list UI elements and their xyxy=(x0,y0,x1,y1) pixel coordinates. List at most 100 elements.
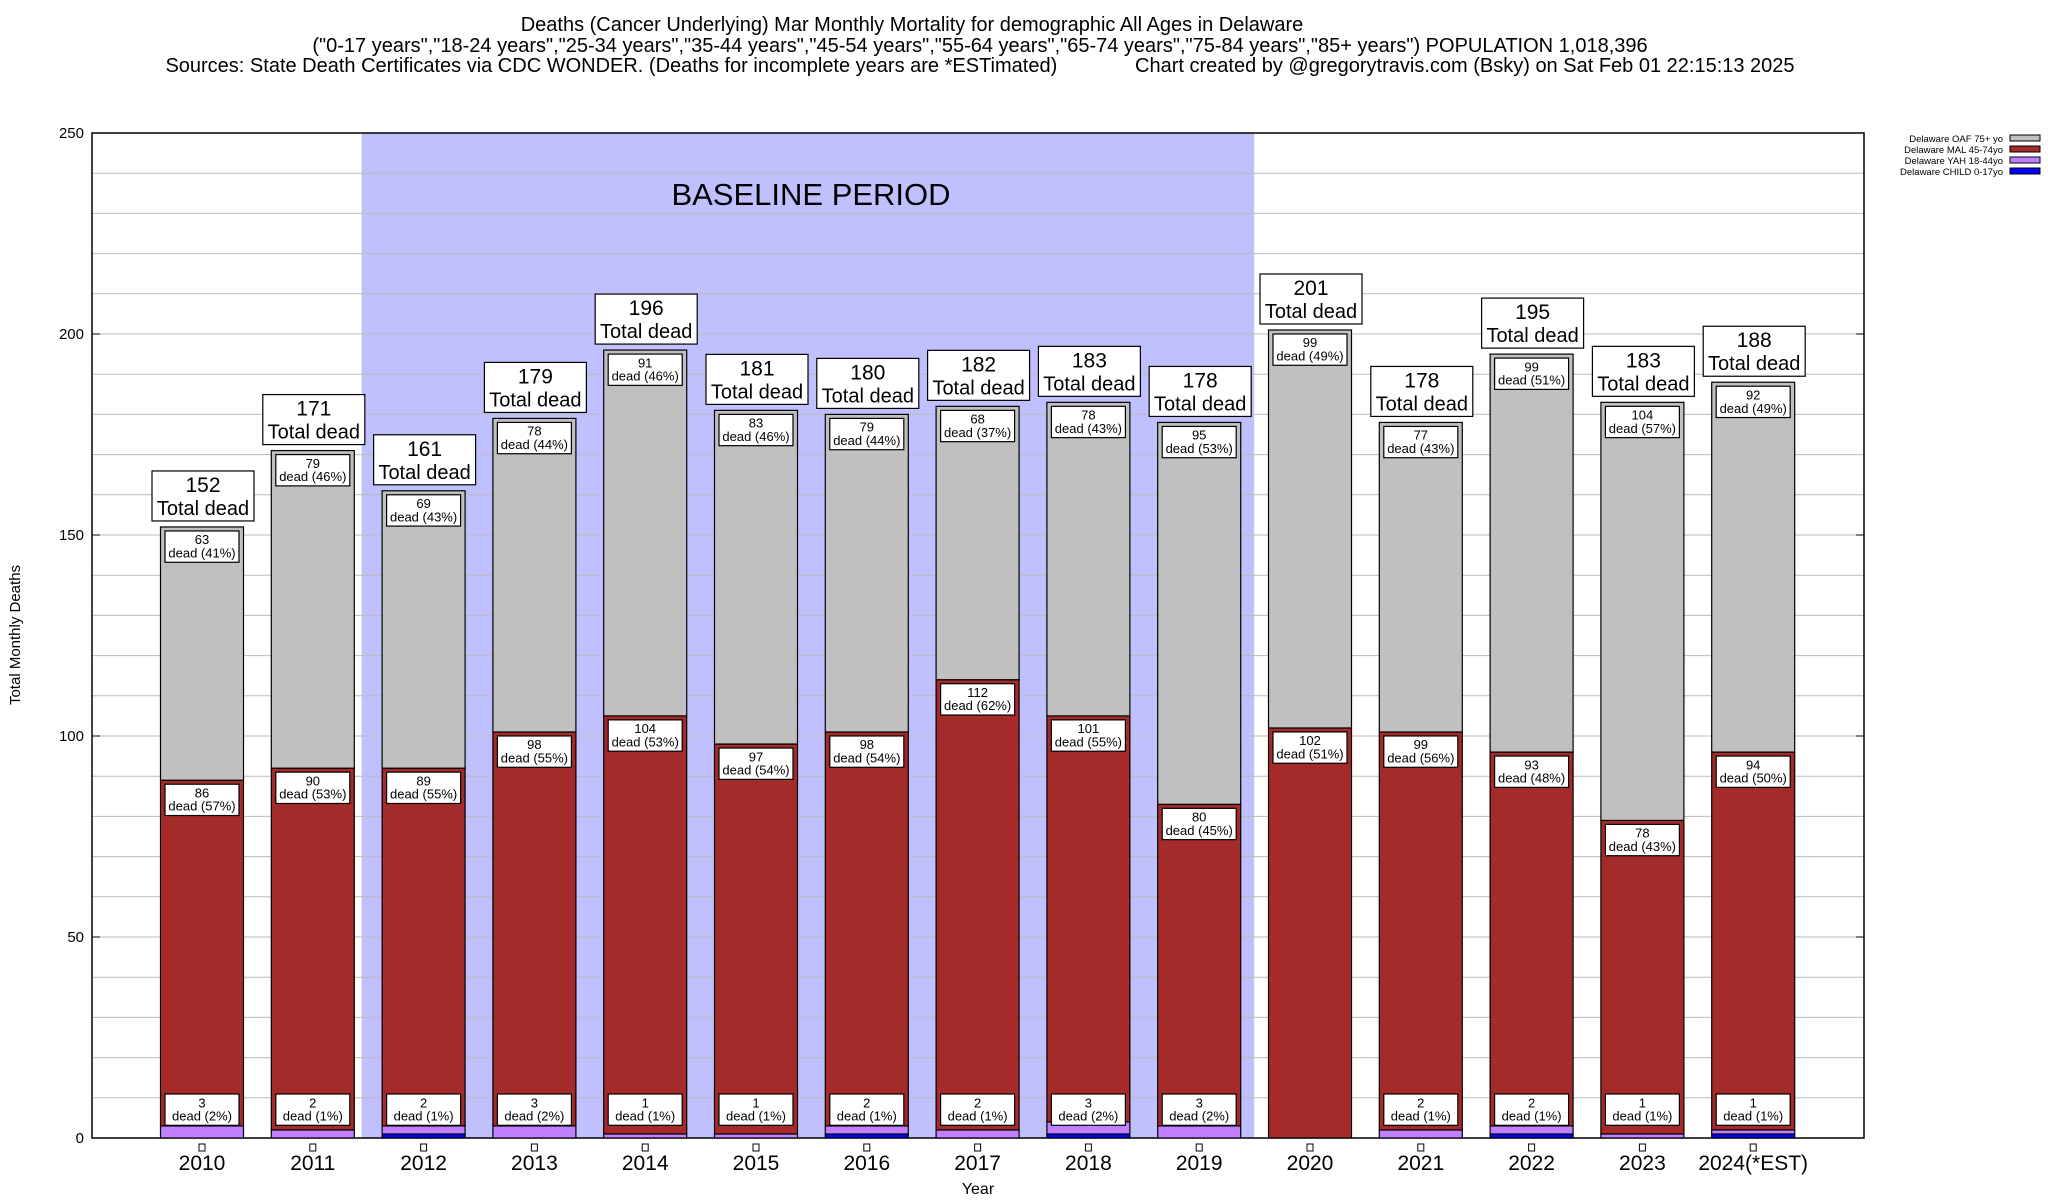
total-value: 161 xyxy=(407,438,442,461)
mal-data-label: 98 xyxy=(527,737,541,752)
bar-mal xyxy=(935,679,1020,1131)
y-tick-label: 50 xyxy=(67,929,84,946)
yah-data-label: 3 xyxy=(1085,1095,1092,1110)
mal-data-label: 98 xyxy=(860,737,874,752)
legend-label: Delaware OAF 75+ yo xyxy=(1909,134,2003,145)
oaf-data-label: dead (43%) xyxy=(1387,441,1454,456)
bar-oaf xyxy=(1378,421,1463,733)
bar-oaf xyxy=(603,349,688,717)
mal-data-label-box xyxy=(939,683,1016,716)
yah-data-label: dead (1%) xyxy=(837,1109,897,1124)
yah-data-label: dead (1%) xyxy=(726,1109,786,1124)
yah-data-label-box xyxy=(1604,1093,1681,1126)
bar-yah xyxy=(1489,1125,1574,1135)
bar-mal xyxy=(381,767,466,1127)
child-data-marker xyxy=(1749,1143,1757,1152)
total-suffix: Total dead xyxy=(1376,393,1468,415)
mal-data-label: 97 xyxy=(749,749,763,764)
total-suffix: Total dead xyxy=(1597,373,1689,395)
yah-data-label-box xyxy=(1383,1093,1459,1126)
bar-oaf xyxy=(713,409,799,745)
oaf-data-label-box xyxy=(164,530,240,563)
oaf-data-label-box xyxy=(1715,385,1791,419)
bar-mal xyxy=(1711,751,1796,1131)
total-label-box xyxy=(816,357,920,409)
x-tick-label: 2012 xyxy=(400,1152,447,1175)
x-tick-label: 2020 xyxy=(1287,1152,1334,1175)
total-value: 179 xyxy=(518,365,553,388)
yah-data-label-box xyxy=(496,1093,572,1126)
oaf-data-label-box xyxy=(939,409,1016,443)
yah-data-label: 1 xyxy=(642,1095,649,1110)
oaf-data-label-box xyxy=(1383,425,1459,459)
yah-data-label-box xyxy=(939,1093,1016,1126)
mal-data-label-box xyxy=(275,771,351,805)
total-suffix: Total dead xyxy=(1708,353,1800,375)
child-data-marker xyxy=(309,1143,317,1152)
legend-swatch xyxy=(2009,134,2041,142)
x-tick-label: 2011 xyxy=(290,1152,335,1175)
total-label-box xyxy=(373,434,477,486)
legend-label: Delaware YAH 18-44yo xyxy=(1905,156,2003,167)
legend-swatch xyxy=(2009,156,2041,164)
bar-oaf xyxy=(1711,381,1796,753)
child-data-marker xyxy=(198,1143,206,1152)
total-value: 181 xyxy=(739,357,774,380)
mal-data-label: 90 xyxy=(306,773,320,788)
oaf-data-label: 99 xyxy=(1303,335,1317,350)
yah-data-label: dead (1%) xyxy=(1502,1109,1562,1124)
yah-data-label: dead (1%) xyxy=(1723,1109,1783,1124)
mal-data-label: 93 xyxy=(1524,757,1538,772)
total-suffix: Total dead xyxy=(157,498,249,520)
bar-oaf xyxy=(1046,401,1131,717)
total-label-box xyxy=(1480,297,1585,349)
total-suffix: Total dead xyxy=(711,381,803,403)
legend-label: Delaware MAL 45-74yo xyxy=(1904,145,2003,156)
mal-data-label: dead (50%) xyxy=(1720,771,1787,786)
oaf-data-label: 68 xyxy=(970,412,984,427)
mal-data-label-box xyxy=(829,735,905,768)
bar-yah xyxy=(1711,1129,1796,1135)
total-value: 196 xyxy=(629,297,664,320)
bar-mal xyxy=(1157,803,1242,1127)
mal-data-label-box xyxy=(1272,731,1348,764)
yah-data-label: dead (2%) xyxy=(172,1109,232,1124)
yah-data-label: 1 xyxy=(1639,1095,1646,1110)
bar-mal xyxy=(1600,819,1685,1135)
oaf-data-label-box xyxy=(718,413,794,447)
mal-data-label-box xyxy=(1715,755,1791,788)
yah-data-label-box xyxy=(1715,1093,1791,1126)
total-value: 180 xyxy=(850,361,885,384)
total-suffix: Total dead xyxy=(1265,301,1357,323)
mal-data-label-box xyxy=(1383,735,1459,768)
y-tick-label: 0 xyxy=(76,1130,84,1147)
total-label-box xyxy=(705,353,809,405)
x-tick-label: 2022 xyxy=(1508,1152,1555,1175)
mal-data-label-box xyxy=(496,735,572,768)
mal-data-label: 102 xyxy=(1299,733,1321,748)
oaf-data-label: dead (44%) xyxy=(833,433,900,448)
mal-data-label: 80 xyxy=(1192,810,1206,825)
child-data-marker xyxy=(641,1143,649,1152)
oaf-data-label-box xyxy=(1272,333,1348,366)
bar-yah xyxy=(935,1129,1020,1139)
oaf-data-label: 63 xyxy=(195,532,209,547)
oaf-data-label: dead (49%) xyxy=(1720,401,1787,416)
total-label-box xyxy=(483,361,587,414)
yah-data-label: 2 xyxy=(863,1095,870,1110)
x-tick-label: 2015 xyxy=(733,1152,780,1175)
oaf-data-label-box xyxy=(1604,405,1681,439)
child-data-marker xyxy=(420,1143,428,1152)
bar-yah xyxy=(492,1125,577,1139)
yah-data-label: 2 xyxy=(420,1095,427,1110)
oaf-data-label: dead (51%) xyxy=(1498,373,1565,388)
mal-data-label: 89 xyxy=(416,773,430,788)
bar-yah xyxy=(713,1133,799,1139)
total-value: 188 xyxy=(1737,329,1772,352)
bar-mal xyxy=(492,731,577,1127)
yah-data-label: 2 xyxy=(1417,1095,1424,1110)
bar-oaf xyxy=(1267,329,1353,729)
bar-oaf xyxy=(381,490,466,769)
bar-mal xyxy=(159,779,245,1127)
